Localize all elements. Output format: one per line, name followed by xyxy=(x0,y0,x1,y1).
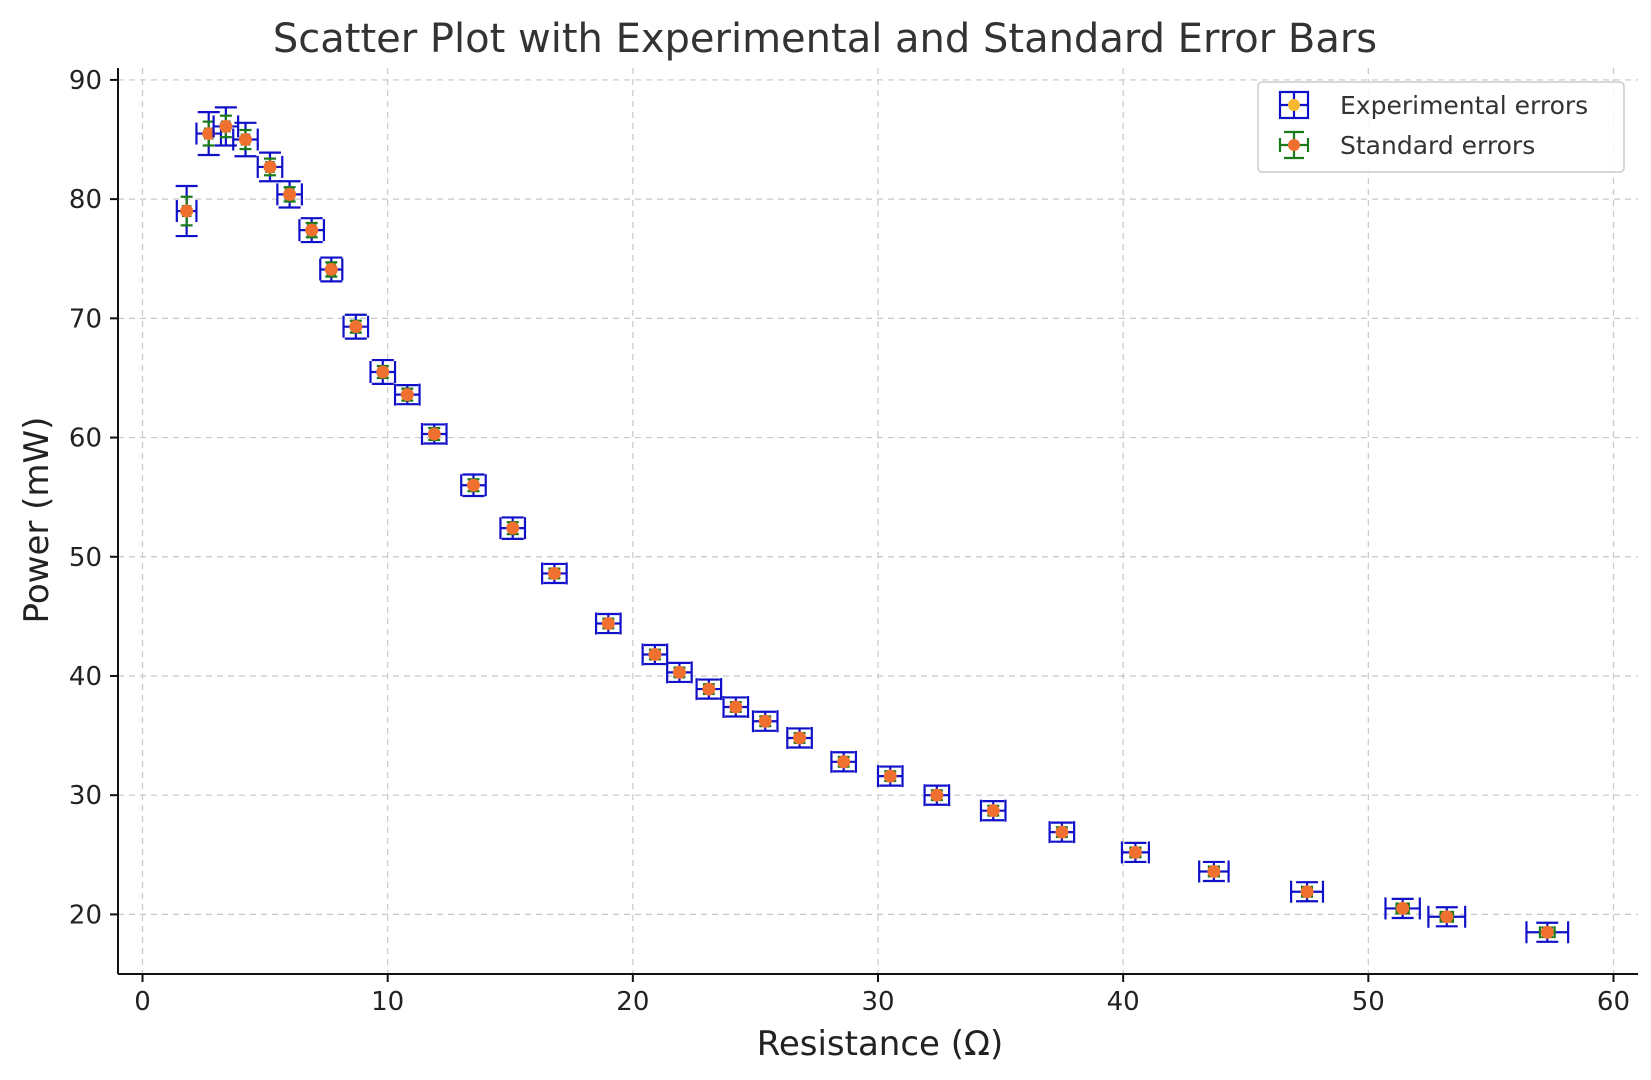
data-points xyxy=(175,106,1570,944)
legend-label-experimental: Experimental errors xyxy=(1340,91,1588,120)
data-point xyxy=(830,750,858,773)
grid-lines xyxy=(118,68,1638,974)
data-marker xyxy=(1300,885,1314,899)
legend: Experimental errors Standard errors xyxy=(1257,81,1625,173)
data-point xyxy=(342,313,370,340)
data-point xyxy=(393,383,421,406)
data-point xyxy=(499,516,527,540)
data-point xyxy=(641,643,669,666)
data-point xyxy=(1289,880,1325,903)
data-point xyxy=(1384,897,1421,920)
data-marker xyxy=(1128,845,1142,859)
data-point xyxy=(175,184,198,238)
data-point xyxy=(695,678,723,701)
data-point xyxy=(722,695,750,718)
y-tick-label: 80 xyxy=(69,185,102,215)
data-point xyxy=(541,562,568,585)
data-marker xyxy=(930,788,944,802)
data-point xyxy=(923,784,951,807)
data-marker xyxy=(1540,925,1554,939)
legend-marker-experimental xyxy=(1278,90,1310,120)
x-tick-label: 60 xyxy=(1597,987,1630,1017)
data-marker xyxy=(376,365,390,379)
data-marker xyxy=(793,731,807,745)
x-tick-label: 40 xyxy=(1107,987,1140,1017)
data-marker xyxy=(349,320,363,334)
data-marker xyxy=(324,262,338,276)
data-point xyxy=(1048,821,1076,844)
data-point xyxy=(594,612,622,635)
data-marker xyxy=(283,187,297,201)
y-tick-label: 40 xyxy=(69,662,102,692)
data-marker xyxy=(400,388,414,402)
data-marker xyxy=(758,714,772,728)
y-tick-label: 20 xyxy=(69,900,102,930)
y-tick-label: 50 xyxy=(69,543,102,573)
data-marker xyxy=(986,804,1000,818)
data-marker xyxy=(1055,825,1069,839)
data-point xyxy=(212,106,240,147)
data-marker xyxy=(238,133,252,147)
data-point xyxy=(1120,841,1151,864)
data-point xyxy=(666,661,693,684)
data-point xyxy=(786,726,813,749)
data-marker xyxy=(1207,864,1221,878)
data-marker xyxy=(305,223,319,237)
data-marker xyxy=(729,700,743,714)
data-marker xyxy=(702,682,716,696)
data-point xyxy=(1427,905,1467,928)
data-point xyxy=(232,121,259,158)
x-tick-label: 50 xyxy=(1352,987,1385,1017)
data-marker xyxy=(547,566,561,580)
y-tick-label: 90 xyxy=(69,66,102,96)
data-marker xyxy=(1396,901,1410,915)
data-point xyxy=(751,710,779,733)
data-marker xyxy=(1440,910,1454,924)
data-point xyxy=(369,358,397,386)
data-marker xyxy=(202,127,216,141)
data-marker xyxy=(466,478,480,492)
x-tick-label: 10 xyxy=(371,987,404,1017)
legend-label-standard: Standard errors xyxy=(1340,131,1535,160)
chart-title: Scatter Plot with Experimental and Stand… xyxy=(273,16,1377,62)
data-point xyxy=(420,422,448,445)
data-point xyxy=(460,473,487,498)
data-marker xyxy=(219,119,233,133)
legend-box xyxy=(1257,81,1625,173)
data-point xyxy=(319,256,344,283)
y-tick-label: 60 xyxy=(69,424,102,454)
data-point xyxy=(876,765,904,788)
data-marker xyxy=(837,755,851,769)
data-marker xyxy=(601,617,615,631)
data-point xyxy=(979,799,1007,822)
axes: 0 10 20 30 40 50 60 20 30 40 50 60 70 80 90 xyxy=(69,66,1638,1017)
legend-marker-standard xyxy=(1278,130,1310,160)
data-marker xyxy=(648,648,662,662)
y-tick-label: 30 xyxy=(69,781,102,811)
data-point xyxy=(1525,921,1570,944)
data-point xyxy=(195,111,223,157)
x-tick-label: 20 xyxy=(616,987,649,1017)
data-point xyxy=(1198,860,1230,883)
data-point xyxy=(276,180,303,209)
data-marker xyxy=(263,160,277,174)
x-tick-label: 0 xyxy=(134,987,151,1017)
data-marker xyxy=(506,521,520,535)
x-tick-label: 30 xyxy=(861,987,894,1017)
y-axis-label: Power (mW) xyxy=(17,417,57,624)
data-point xyxy=(256,151,284,183)
data-marker xyxy=(672,665,686,679)
data-point xyxy=(298,217,326,244)
data-marker xyxy=(180,204,194,218)
data-marker xyxy=(427,427,441,441)
data-marker xyxy=(883,769,897,783)
x-axis-label: Resistance (Ω) xyxy=(757,1024,1004,1064)
y-tick-label: 70 xyxy=(69,304,102,334)
